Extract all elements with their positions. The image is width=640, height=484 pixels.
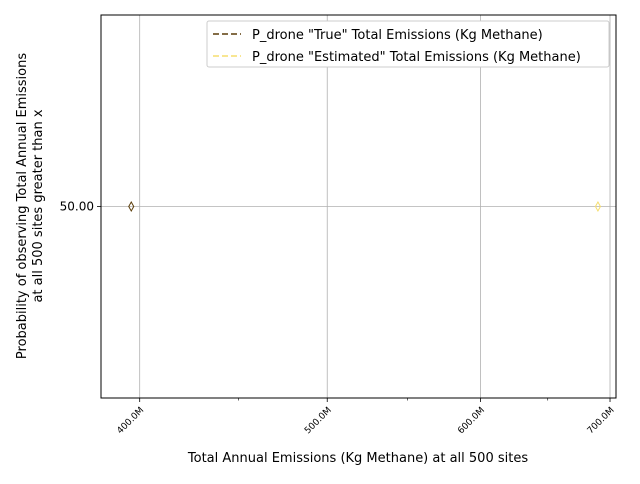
y-axis-label: Probability of observing Total Annual Em… bbox=[15, 53, 46, 359]
x-axis-label: Total Annual Emissions (Kg Methane) at a… bbox=[187, 451, 528, 466]
x-tick-label: 600.0M bbox=[456, 406, 487, 437]
legend: P_drone "True" Total Emissions (Kg Metha… bbox=[206, 20, 610, 68]
series-layer bbox=[128, 200, 601, 213]
legend-box bbox=[206, 20, 610, 68]
data-point-marker bbox=[594, 200, 601, 213]
x-tick-label: 700.0M bbox=[586, 406, 617, 437]
legend-label-estimated: P_drone "Estimated" Total Emissions (Kg … bbox=[252, 50, 581, 65]
y-axis-label-line-1: Probability of observing Total Annual Em… bbox=[15, 53, 30, 359]
y-axis-ticks: 50.00 bbox=[60, 200, 101, 214]
legend-label-true: P_drone "True" Total Emissions (Kg Metha… bbox=[252, 28, 543, 43]
grid bbox=[101, 15, 616, 398]
data-point-marker bbox=[128, 200, 135, 213]
x-axis-ticks: 400.0M 500.0M 600.0M 700.0M bbox=[115, 398, 617, 437]
x-tick-label: 500.0M bbox=[303, 406, 334, 437]
y-tick-label: 50.00 bbox=[60, 200, 94, 214]
y-axis-label-line-2: at all 500 sites greater than x bbox=[31, 109, 46, 302]
x-tick-label: 400.0M bbox=[115, 406, 146, 437]
